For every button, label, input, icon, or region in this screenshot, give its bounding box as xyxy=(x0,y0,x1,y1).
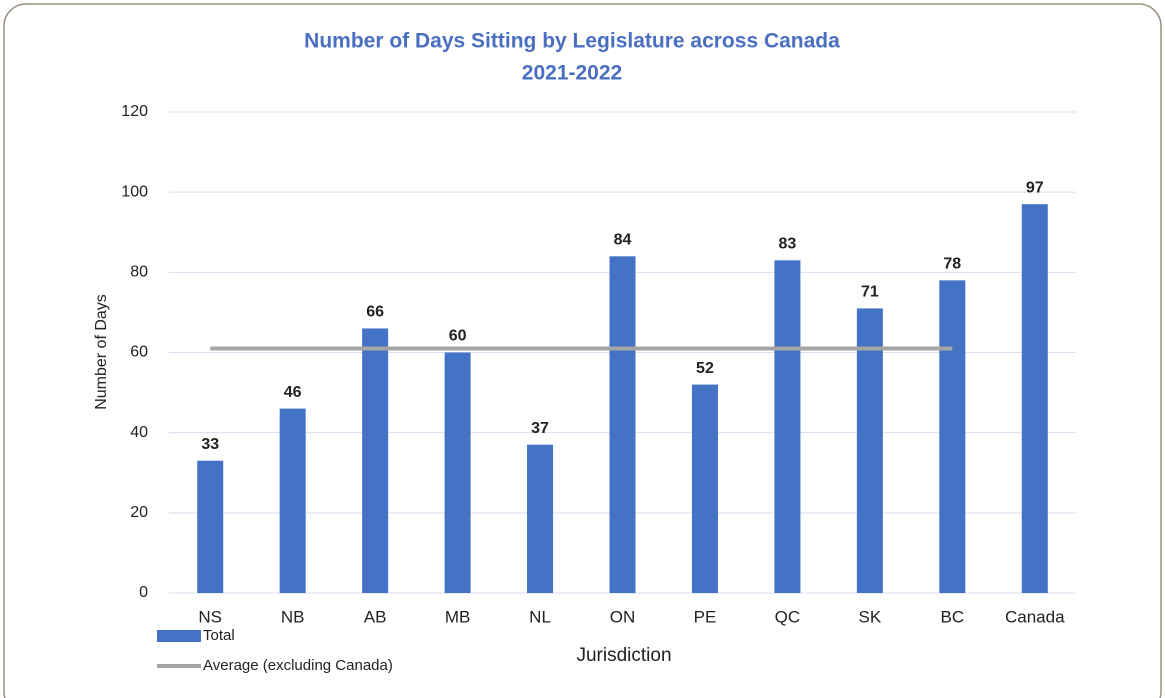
x-tick-label: NB xyxy=(281,607,305,626)
bar xyxy=(856,308,883,593)
x-tick-label: SK xyxy=(859,607,882,626)
x-tick-label: PE xyxy=(694,607,717,626)
y-tick-label: 20 xyxy=(130,504,148,521)
y-tick-label: 40 xyxy=(130,424,148,441)
data-label: 66 xyxy=(366,304,384,321)
bar xyxy=(939,280,966,593)
legend-label: Total xyxy=(203,627,235,644)
chart-title: Number of Days Sitting by Legislature ac… xyxy=(304,30,840,53)
y-axis-label: Number of Days xyxy=(93,294,110,410)
x-tick-label: ON xyxy=(610,607,636,626)
y-tick-label: 100 xyxy=(121,183,148,200)
chart-subtitle: 2021-2022 xyxy=(522,62,622,85)
frame xyxy=(3,3,1162,698)
y-tick-label: 60 xyxy=(130,344,148,361)
x-tick-label: Canada xyxy=(1005,607,1065,626)
bar xyxy=(609,256,636,593)
data-label: 71 xyxy=(861,284,879,301)
bar xyxy=(691,384,718,593)
legend-swatch xyxy=(157,630,201,642)
y-tick-label: 0 xyxy=(139,584,148,601)
y-tick-label: 120 xyxy=(121,103,148,120)
bar xyxy=(1021,204,1048,594)
x-tick-label: AB xyxy=(364,607,387,626)
data-label: 97 xyxy=(1026,179,1044,196)
bar xyxy=(362,328,389,593)
y-tick-label: 80 xyxy=(130,264,148,281)
legend-label: Average (excluding Canada) xyxy=(203,657,393,674)
x-axis-label: Jurisdiction xyxy=(576,645,671,666)
bar xyxy=(774,260,801,593)
x-tick-label: NL xyxy=(529,607,551,626)
bar xyxy=(279,408,306,593)
x-tick-label: MB xyxy=(445,607,471,626)
data-label: 83 xyxy=(779,236,797,253)
data-label: 60 xyxy=(449,328,467,345)
data-label: 84 xyxy=(614,232,632,249)
data-label: 78 xyxy=(943,256,961,273)
x-tick-label: BC xyxy=(941,607,965,626)
data-label: 52 xyxy=(696,360,714,377)
data-label: 46 xyxy=(284,384,302,401)
bar xyxy=(197,460,224,593)
data-label: 37 xyxy=(531,420,549,437)
x-tick-label: NS xyxy=(198,607,222,626)
bar xyxy=(527,444,554,593)
bar xyxy=(444,352,471,593)
x-tick-label: QC xyxy=(775,607,801,626)
data-label: 33 xyxy=(201,436,219,453)
